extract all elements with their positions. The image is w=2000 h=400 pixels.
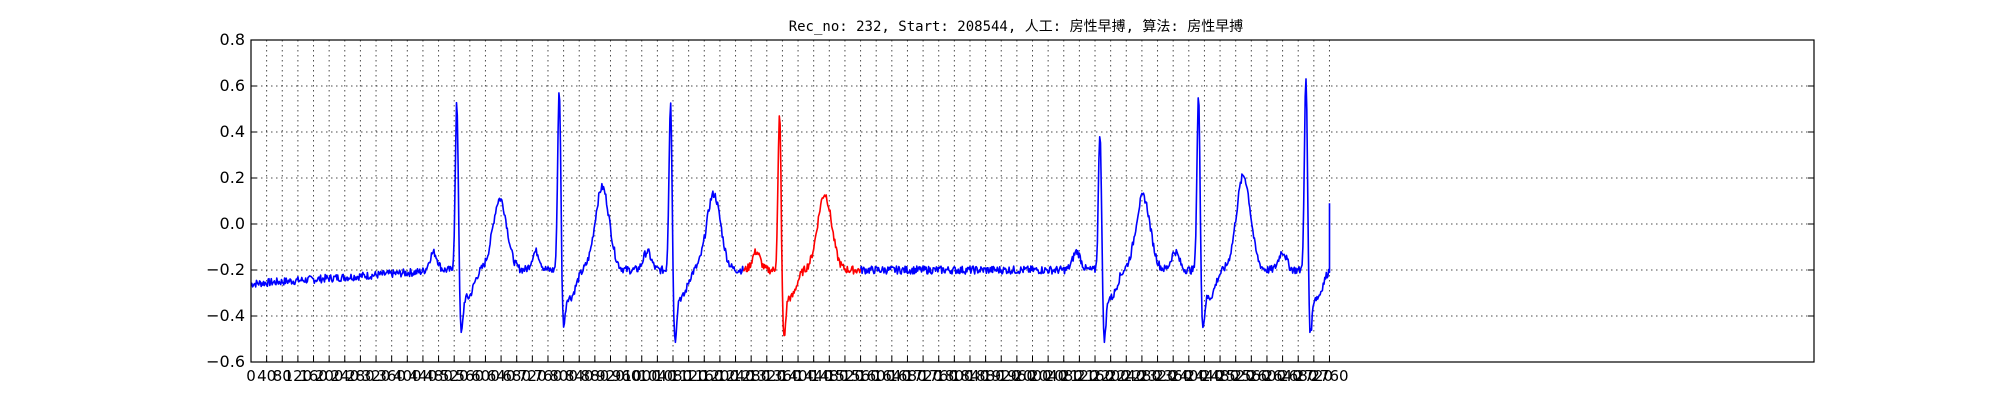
x-tick-label: 2520 <box>1217 367 1255 385</box>
x-tick-label: 800 <box>549 367 578 385</box>
x-tick-label: 1840 <box>951 367 989 385</box>
ecg-traces <box>250 78 1331 344</box>
y-tick-label: 0.0 <box>220 214 245 233</box>
x-tick-label: 0 <box>246 367 256 385</box>
y-tick-label: −0.2 <box>206 260 245 279</box>
x-tick-label: 2440 <box>1185 367 1223 385</box>
ecg-trace-before <box>250 92 745 344</box>
x-tick-label: 2120 <box>1060 367 1098 385</box>
y-tick-label: 0.6 <box>220 76 245 95</box>
x-tick-label: 1600 <box>857 367 895 385</box>
x-tick-label: 1280 <box>732 367 770 385</box>
x-tick-label: 1040 <box>638 367 676 385</box>
x-tick-label: 1520 <box>826 367 864 385</box>
x-tick-label: 40 <box>257 367 276 385</box>
x-tick-label: 440 <box>409 367 438 385</box>
x-tick-label: 2160 <box>1076 367 1114 385</box>
x-tick-label: 2480 <box>1201 367 1239 385</box>
x-tick-label: 2400 <box>1170 367 1208 385</box>
x-tick-label: 1000 <box>623 367 661 385</box>
x-tick-label: 2080 <box>1045 367 1083 385</box>
x-tick-label: 1360 <box>763 367 801 385</box>
x-tick-label: 680 <box>502 367 531 385</box>
grid-lines <box>251 40 1814 362</box>
x-tick-label: 80 <box>273 367 292 385</box>
x-tick-label: 280 <box>346 367 375 385</box>
y-tick-label: −0.6 <box>206 352 245 371</box>
x-tick-label: 560 <box>455 367 484 385</box>
x-tick-label: 1680 <box>888 367 926 385</box>
x-tick-label: 2240 <box>1107 367 1145 385</box>
chart-title: Rec_no: 232, Start: 208544, 人工: 房性早搏, 算法… <box>789 18 1244 35</box>
plot-frame <box>250 39 1815 363</box>
x-tick-label: 1960 <box>998 367 1036 385</box>
x-tick-label: 480 <box>424 367 453 385</box>
x-tick-label: 120 <box>284 367 313 385</box>
x-tick-label: 1560 <box>841 367 879 385</box>
x-tick-label: 920 <box>596 367 625 385</box>
x-tick-label: 1400 <box>779 367 817 385</box>
x-tick-label: 880 <box>581 367 610 385</box>
x-tick-label: 960 <box>612 367 641 385</box>
x-tick-label: 1200 <box>701 367 739 385</box>
x-tick-label: 2640 <box>1263 367 1301 385</box>
x-tick-label: 1440 <box>795 367 833 385</box>
ecg-trace-highlight <box>742 115 862 337</box>
x-tick-label: 240 <box>330 367 359 385</box>
x-tick-label: 320 <box>362 367 391 385</box>
x-tick-label: 760 <box>534 367 563 385</box>
x-tick-label: 520 <box>440 367 469 385</box>
x-tick-label: 2680 <box>1279 367 1317 385</box>
x-axis-ticks: 0 408012016020024028032036040044048052056… <box>246 356 1349 385</box>
x-tick-label: 1640 <box>873 367 911 385</box>
y-axis-ticks: −0.6 −0.4 −0.2 0.0 0.2 0.4 0.6 0.8 <box>206 30 1814 371</box>
x-tick-label: 2560 <box>1232 367 1270 385</box>
x-tick-label: 1760 <box>920 367 958 385</box>
x-tick-label: 1240 <box>716 367 754 385</box>
x-tick-label: 2320 <box>1138 367 1176 385</box>
x-tick-label: 2760 <box>1310 367 1348 385</box>
y-tick-label: 0.4 <box>220 122 245 141</box>
ecg-trace-after <box>859 78 1331 344</box>
x-tick-label: 1720 <box>904 367 942 385</box>
y-tick-label: 0.8 <box>220 30 245 49</box>
x-tick-label: 2200 <box>1092 367 1130 385</box>
x-tick-label: 2720 <box>1295 367 1333 385</box>
x-tick-label: 360 <box>377 367 406 385</box>
x-tick-label: 1480 <box>810 367 848 385</box>
x-tick-label: 1080 <box>654 367 692 385</box>
x-tick-label: 1160 <box>685 367 723 385</box>
x-tick-label: 600 <box>471 367 500 385</box>
y-tick-label: −0.4 <box>206 306 245 325</box>
x-tick-label: 1800 <box>935 367 973 385</box>
x-tick-label: 1920 <box>982 367 1020 385</box>
x-tick-label: 400 <box>393 367 422 385</box>
x-tick-label: 2360 <box>1154 367 1192 385</box>
x-tick-label: 1320 <box>748 367 786 385</box>
x-tick-label: 160 <box>299 367 328 385</box>
x-tick-label: 2600 <box>1248 367 1286 385</box>
x-tick-label: 1880 <box>967 367 1005 385</box>
y-tick-label: 0.2 <box>220 168 245 187</box>
x-tick-label: 640 <box>487 367 516 385</box>
x-tick-label: 2280 <box>1123 367 1161 385</box>
x-tick-label: 2000 <box>1013 367 1051 385</box>
x-tick-label: 1120 <box>670 367 708 385</box>
x-tick-label: 2040 <box>1029 367 1067 385</box>
x-tick-label: 200 <box>315 367 344 385</box>
x-tick-label: 840 <box>565 367 594 385</box>
x-tick-label: 720 <box>518 367 547 385</box>
